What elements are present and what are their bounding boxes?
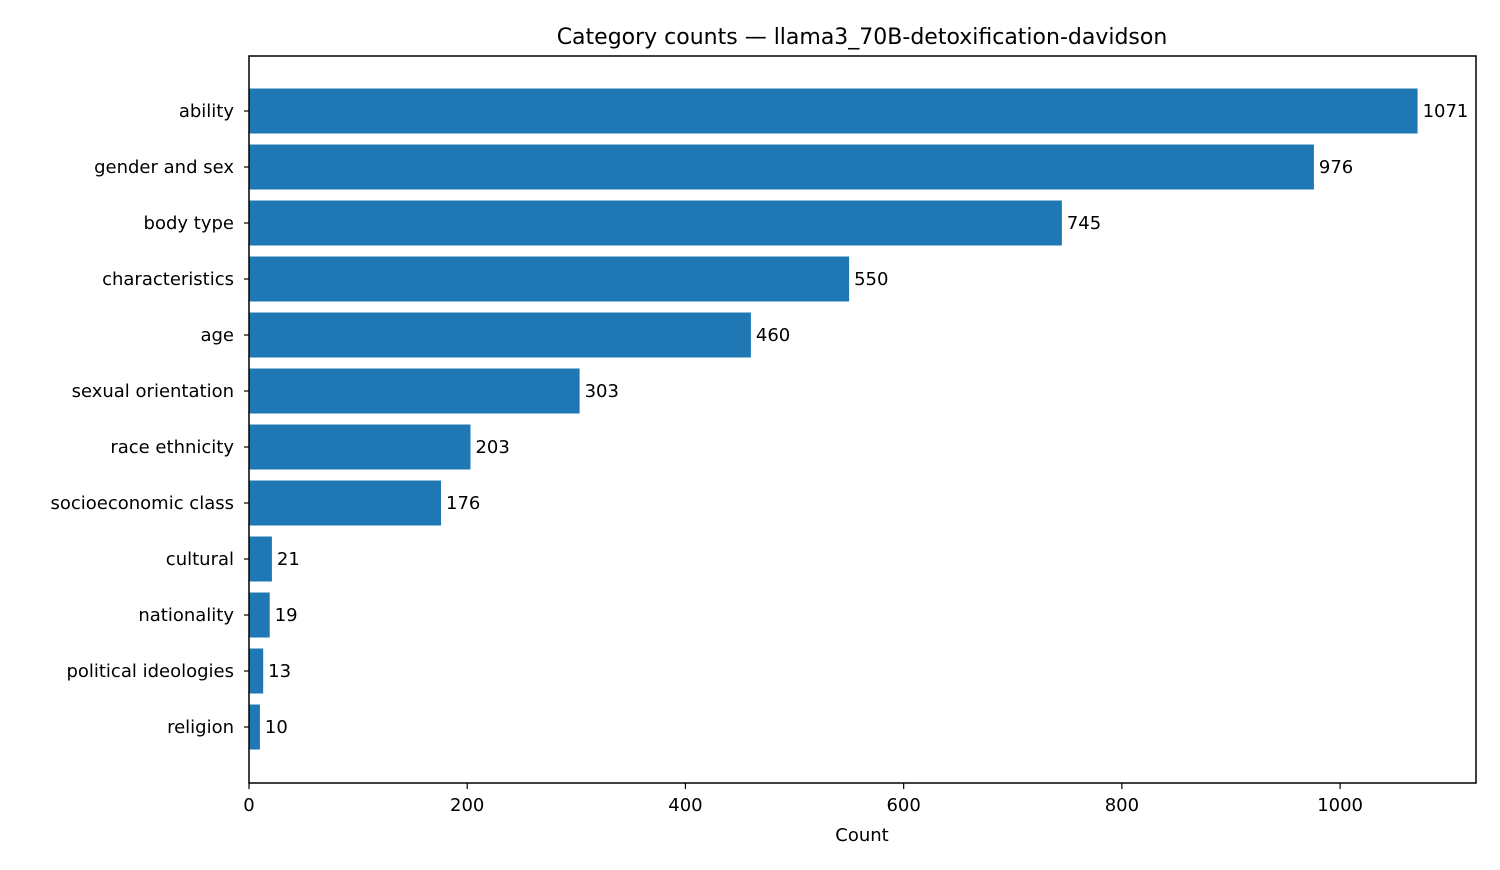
bar-age [249,312,751,358]
x-tick-label: 200 [450,795,484,816]
data-label: 19 [275,605,298,626]
y-tick-label: race ethnicity [110,437,234,458]
data-labels-layer: 1071 976 745 550 460 303 203 176 21 19 13 10 [265,101,1468,738]
x-tick-label: 0 [243,795,254,816]
y-tick-label: socioeconomic class [50,493,234,514]
data-label: 203 [475,437,509,458]
data-label: 550 [854,269,888,290]
y-axis: ability gender and sex body type characteri… [50,101,249,738]
bar-cultural [249,536,272,582]
x-tick-label: 1000 [1317,795,1363,816]
data-label: 460 [756,325,790,346]
bar-socioeconomic-class [249,480,442,526]
x-tick-label: 600 [886,795,920,816]
bar-body-type [249,200,1062,246]
data-label: 303 [585,381,619,402]
y-tick-label: body type [144,213,234,234]
chart-title: Category counts — llama3_70B-detoxificat… [557,25,1168,50]
bar-characteristics [249,256,850,302]
data-label: 13 [268,661,291,682]
data-label: 1071 [1423,101,1469,122]
y-tick-label: sexual orientation [72,381,234,402]
data-label: 21 [277,549,300,570]
bar-ability [249,88,1418,134]
data-label: 176 [446,493,480,514]
data-label: 976 [1319,157,1353,178]
y-tick-label: religion [167,717,234,738]
data-label: 745 [1067,213,1101,234]
bar-race-ethnicity [249,424,471,470]
y-tick-label: ability [179,101,235,122]
bar-sexual-orientation [249,368,580,414]
x-tick-label: 400 [668,795,702,816]
x-axis-label: Count [835,825,888,846]
bar-gender-and-sex [249,144,1314,190]
bar-political-ideologies [249,648,264,694]
data-label: 10 [265,717,288,738]
y-tick-label: political ideologies [66,661,234,682]
y-tick-label: age [200,325,234,346]
y-tick-label: cultural [166,549,234,570]
bar-religion [249,704,260,750]
x-axis: 0 200 400 600 800 1000 [243,783,1363,816]
x-tick-label: 800 [1105,795,1139,816]
y-tick-label: gender and sex [94,157,234,178]
y-tick-label: nationality [138,605,234,626]
plot-frame [248,55,1477,784]
bar-nationality [249,592,270,638]
y-tick-label: characteristics [102,269,234,290]
bars-layer [249,88,1418,750]
